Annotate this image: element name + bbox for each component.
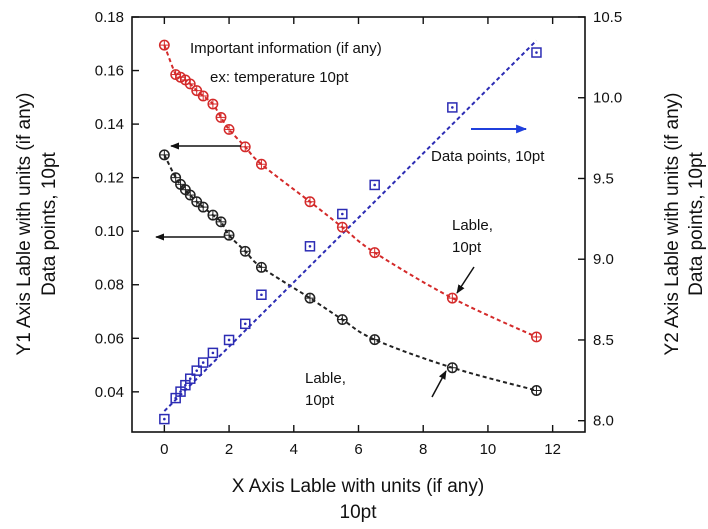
y2-tick-label: 9.0: [593, 251, 614, 268]
y2-tick-label: 8.5: [593, 332, 614, 349]
data-point-circle: [191, 85, 203, 97]
fit-line-y1-0: [163, 44, 537, 338]
y2-tick-label: 9.5: [593, 170, 614, 187]
data-point-square: [197, 357, 209, 368]
y1-tick-label: 0.10: [95, 223, 124, 240]
annotation-important-info: Important information (if any): [190, 40, 382, 57]
arrow-label-bottom: [431, 370, 447, 398]
data-point-circle: [304, 292, 316, 304]
x-axis-title-line2: 10pt: [340, 502, 378, 523]
data-point-circle: [239, 141, 251, 153]
data-point-circle: [170, 172, 182, 184]
data-point-circle: [223, 124, 235, 135]
y1-tick-label: 0.18: [95, 9, 124, 26]
y1-axis-title: Y1 Axis Lable with units (if any): [14, 93, 35, 356]
data-point-circle: [215, 111, 227, 123]
y2-tick-label: 10.0: [593, 90, 622, 107]
data-point-circle: [336, 314, 348, 325]
data-point-square: [447, 102, 458, 113]
data-point-square: [337, 208, 348, 220]
data-point-circle: [207, 98, 219, 110]
data-point-square: [369, 179, 380, 191]
data-point-square: [256, 289, 267, 300]
data-point-circle: [255, 158, 267, 170]
y1-axis-ticks: 0.04 0.06 0.08 0.10 0.12 0.14 0.16 0.18: [95, 9, 139, 401]
y1-tick-label: 0.08: [95, 277, 124, 294]
annotation-label-bottom: Lable,: [305, 370, 346, 387]
annotation-temperature: ex: temperature 10pt: [210, 69, 349, 86]
x-tick-label: 2: [225, 441, 233, 458]
data-point-circle: [239, 245, 251, 257]
annotation-label-bottom-size: 10pt: [305, 392, 335, 409]
y2-tick-label: 10.5: [593, 9, 622, 26]
data-point-circle: [446, 292, 458, 304]
x-axis-ticks: 0 2 4 6 8 10 12: [160, 17, 561, 458]
annotation-label-right-size: 10pt: [452, 239, 482, 256]
x-tick-label: 4: [290, 441, 298, 458]
y2-axis-title-line2: Data points, 10pt: [686, 151, 707, 295]
x-tick-label: 6: [354, 441, 362, 458]
data-point-circle: [197, 201, 209, 213]
plot-frame: [131, 16, 586, 433]
data-point-square: [207, 347, 219, 359]
data-point-square: [223, 334, 235, 346]
data-point-circle: [158, 39, 170, 51]
data-point-square: [184, 373, 196, 384]
data-point-circle: [184, 189, 196, 201]
fit-line-y2: [163, 39, 538, 412]
y2-axis-title: Y2 Axis Lable with units (if any): [662, 93, 683, 356]
annotation-data-points: Data points, 10pt: [431, 148, 545, 165]
y2-axis-ticks: 8.0 8.5 9.0 9.5 10.0 10.5: [578, 9, 622, 430]
data-point-circle: [369, 247, 381, 259]
data-point-circle: [184, 78, 196, 90]
data-point-circle: [158, 149, 170, 161]
data-point-circle: [369, 334, 381, 346]
data-point-circle: [531, 331, 542, 343]
x-tick-label: 0: [160, 441, 168, 458]
data-point-circle: [255, 261, 267, 273]
data-point-circle: [191, 196, 203, 208]
y1-tick-label: 0.06: [95, 330, 124, 347]
x-tick-label: 10: [480, 441, 497, 458]
x-tick-label: 12: [544, 441, 561, 458]
y2-tick-label: 8.0: [593, 413, 614, 430]
data-point-circle: [215, 216, 227, 228]
data-point-circle: [207, 209, 219, 221]
y1-tick-label: 0.16: [95, 63, 124, 80]
data-point-circle: [531, 385, 542, 396]
data-point-circle: [336, 221, 348, 233]
annotation-label-right: Lable,: [452, 217, 493, 234]
data-points: [158, 39, 542, 425]
data-point-circle: [197, 90, 209, 102]
data-point-square: [240, 318, 251, 330]
x-axis-title: X Axis Lable with units (if any): [232, 476, 484, 497]
y1-tick-label: 0.04: [95, 384, 124, 401]
y1-tick-label: 0.12: [95, 170, 124, 187]
data-point-circle: [304, 196, 316, 208]
data-point-square: [159, 413, 170, 425]
data-point-circle: [223, 229, 235, 241]
x-tick-label: 8: [419, 441, 427, 458]
data-point-square: [531, 47, 542, 58]
y1-axis-title-line2: Data points, 10pt: [39, 151, 60, 295]
y1-tick-label: 0.14: [95, 116, 124, 133]
arrow-label-right: [456, 266, 475, 294]
data-point-square: [304, 241, 316, 252]
data-point-square: [191, 365, 202, 376]
data-point-circle: [446, 362, 458, 374]
